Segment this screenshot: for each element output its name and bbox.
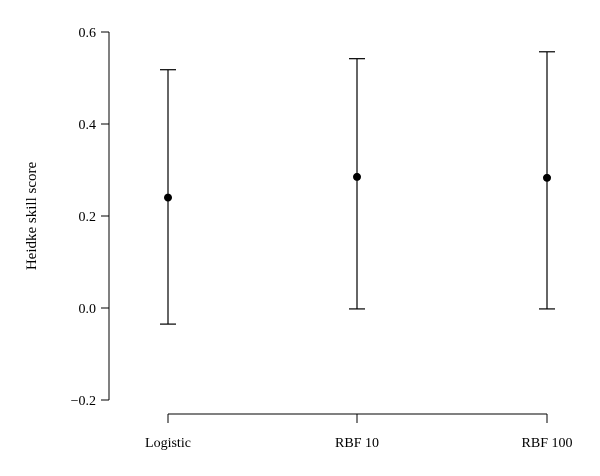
data-points	[164, 172, 551, 202]
x-category-label: RBF 10	[335, 436, 379, 451]
x-axis: Logistic RBF 10 RBF 100	[145, 413, 573, 451]
data-point	[353, 172, 361, 181]
y-tick-label: 0.0	[79, 302, 97, 317]
y-tick-label: 0.6	[79, 26, 97, 41]
y-tick-label: 0.4	[79, 118, 97, 133]
x-category-label: RBF 100	[522, 436, 573, 451]
error-bars	[160, 51, 555, 325]
y-tick-label: 0.2	[79, 210, 97, 225]
data-point	[164, 193, 172, 202]
y-tick-label: −0.2	[71, 394, 96, 409]
y-axis-title: Heidke skill score	[24, 162, 40, 271]
x-category-label: Logistic	[145, 436, 191, 451]
y-axis: −0.2 0.0 0.2 0.4 0.6	[71, 26, 110, 409]
data-point	[543, 173, 551, 182]
